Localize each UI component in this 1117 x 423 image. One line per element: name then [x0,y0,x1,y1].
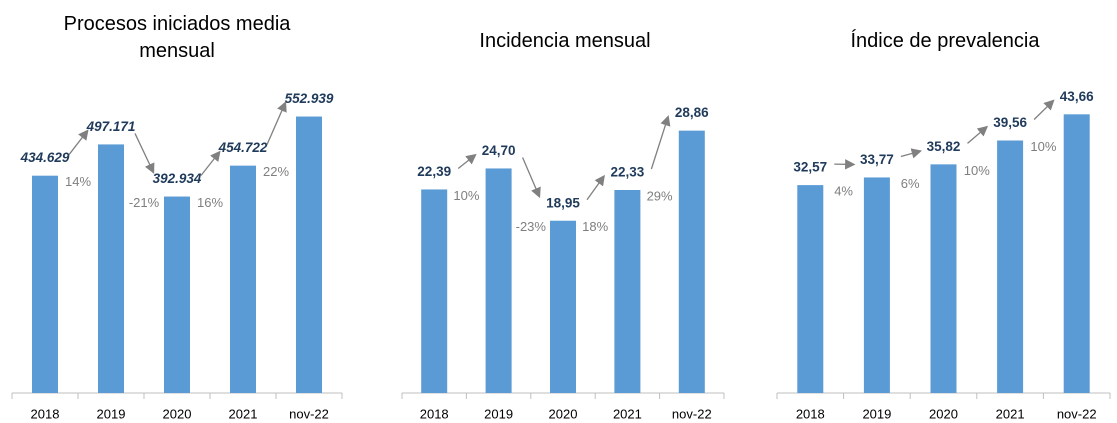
change-label: 10% [1030,139,1056,154]
bar [997,140,1024,393]
x-tick-label: 2018 [31,406,60,421]
x-tick-label: nov-22 [672,406,712,421]
x-tick-label: 2018 [796,406,825,421]
bar [797,185,824,393]
x-tick-label: 2018 [420,406,449,421]
x-tick-label: 2020 [929,406,958,421]
bar [421,189,448,393]
data-label: 24,70 [482,143,516,158]
data-label: 497.171 [86,119,136,134]
x-tick-label: 2021 [996,406,1025,421]
arrow [650,115,671,170]
bar [230,165,256,393]
data-label: 22,33 [611,165,645,180]
bar [1063,114,1090,393]
x-tick-label: 2020 [549,406,578,421]
arrow [522,157,541,199]
bar [98,144,124,393]
chart-title: Incidencia mensual [479,30,651,52]
change-label: 4% [834,184,853,199]
change-label: -23% [516,219,547,234]
bar [930,164,957,393]
arrow [266,101,287,145]
arrow [134,133,155,174]
arrow [1033,99,1055,120]
data-label: 35,82 [927,139,961,154]
x-tick-label: nov-22 [289,406,329,421]
x-tick-label: 2020 [163,406,192,421]
data-label: 28,86 [675,105,709,120]
change-label: 10% [964,163,990,178]
data-label: 32,57 [793,160,827,175]
change-label: -21% [129,195,160,210]
chart-title: Índice de prevalencia [850,30,1040,52]
change-label: 10% [453,188,479,203]
data-label: 392.934 [153,171,202,186]
data-label: 39,56 [993,115,1027,130]
data-label: 33,77 [860,152,894,167]
arrow [200,150,221,176]
arrow [68,129,89,156]
change-label: 16% [197,195,223,210]
arrow [900,148,923,159]
bar [550,220,576,393]
bar [678,130,705,394]
data-label: 552.939 [285,91,334,106]
change-label: 6% [901,176,920,191]
bar [164,196,190,393]
x-tick-label: 2021 [229,406,258,421]
change-label: 14% [65,174,91,189]
arrow [457,153,477,169]
x-tick-label: nov-22 [1057,406,1097,421]
arrow [967,125,989,144]
x-tick-label: 2021 [613,406,642,421]
bar [863,177,890,393]
change-label: 29% [647,188,673,203]
bar [485,168,512,393]
arrow [586,174,605,201]
data-label: 434.629 [20,150,70,165]
x-tick-label: 2019 [97,406,126,421]
bar [32,175,58,393]
bar [614,190,641,393]
data-label: 22,39 [417,164,451,179]
data-label: 43,66 [1060,89,1094,104]
change-label: 22% [263,164,289,179]
bar [296,116,322,393]
chart-title: Procesos iniciados media mensual [63,13,291,62]
x-tick-label: 2019 [484,406,513,421]
data-label: 18,95 [546,195,580,210]
x-tick-label: 2019 [862,406,891,421]
data-label: 454.722 [218,140,268,155]
change-label: 18% [582,219,608,234]
